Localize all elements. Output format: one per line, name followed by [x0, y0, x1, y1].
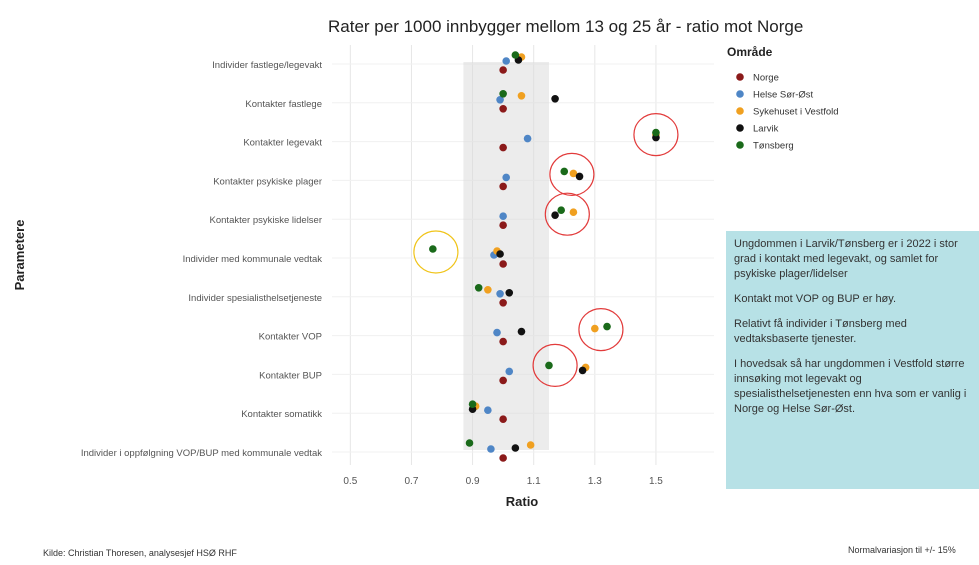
data-point	[569, 169, 578, 178]
data-point	[499, 90, 507, 98]
highlight-circles	[413, 113, 679, 387]
legend-swatch	[736, 73, 744, 81]
y-axis-title: Parametere	[12, 220, 27, 291]
data-point	[505, 367, 514, 376]
highlight-circle	[532, 343, 578, 387]
data-point	[545, 361, 553, 370]
data-point	[499, 182, 507, 191]
highlight-circle	[544, 192, 590, 236]
x-tick-label: 0.7	[405, 476, 419, 487]
data-point	[591, 324, 599, 333]
data-point	[517, 92, 526, 100]
commentary-paragraph: I hovedsak så har ungdommen i Vestfold s…	[734, 358, 967, 415]
data-point	[502, 173, 510, 182]
legend-swatch	[736, 90, 744, 98]
data-point	[499, 454, 507, 462]
data-point	[474, 284, 483, 292]
legend-label: Norge	[753, 73, 779, 84]
highlight-circle	[549, 152, 595, 196]
highlight-circle	[633, 113, 679, 157]
data-point	[429, 245, 437, 253]
legend-label: Helse Sør-Øst	[753, 90, 814, 101]
y-tick-labels: Individer fastlege/legevakt Kontakter fas…	[81, 60, 323, 459]
data-point	[652, 128, 660, 137]
y-tick-label: Kontakter fastlege	[245, 99, 322, 110]
data-point	[511, 444, 520, 452]
data-point	[499, 260, 507, 268]
legend-swatch	[736, 107, 744, 115]
data-point	[526, 441, 535, 449]
commentary-box: Ungdommen i Larvik/Tønsberg er i 2022 i …	[726, 231, 979, 489]
highlight-circle	[578, 308, 624, 352]
data-points	[429, 51, 660, 462]
data-point	[493, 328, 501, 337]
data-point	[603, 322, 611, 331]
commentary-paragraph: Ungdommen i Larvik/Tønsberg er i 2022 i …	[734, 238, 958, 280]
source-credit: Kilde: Christian Thoresen, analysesjef H…	[43, 548, 237, 558]
legend-swatch	[736, 124, 744, 132]
legend-label: Larvik	[753, 124, 779, 135]
legend-title: Område	[727, 45, 773, 59]
data-point	[499, 376, 507, 385]
data-point	[496, 96, 504, 104]
commentary-paragraph: Kontakt mot VOP og BUP er høy.	[734, 293, 897, 305]
y-tick-label: Kontakter psykiske lidelser	[210, 215, 322, 226]
data-point	[499, 415, 507, 424]
commentary-paragraph: Relativt få individer i Tønsberg med ved…	[734, 318, 907, 345]
legend-label: Tønsberg	[753, 141, 794, 152]
data-point	[487, 445, 495, 453]
data-point	[499, 66, 507, 74]
y-tick-label: Individer i oppfølgning VOP/BUP med komm…	[81, 448, 322, 459]
data-point	[560, 167, 569, 176]
data-point	[511, 51, 520, 59]
y-tick-label: Kontakter somatikk	[241, 409, 322, 420]
data-point	[505, 289, 514, 297]
x-tick-label: 1.5	[649, 476, 663, 487]
legend-swatch	[736, 141, 744, 149]
y-tick-label: Kontakter psykiske plager	[213, 176, 322, 187]
data-point	[499, 212, 507, 220]
data-point	[575, 172, 584, 181]
data-point	[502, 57, 510, 65]
normal-variation-note: Normalvariasjon til +/- 15%	[848, 545, 956, 555]
data-point	[499, 221, 507, 229]
normal-band	[463, 62, 549, 450]
data-point	[499, 105, 507, 113]
x-axis-title: Ratio	[506, 494, 539, 509]
x-tick-labels: 0.5 0.7 0.9 1.1 1.3 1.5	[343, 476, 663, 487]
y-tick-label: Individer med kommunale vedtak	[183, 254, 323, 265]
data-point	[484, 286, 492, 294]
data-point	[496, 290, 504, 298]
data-point	[499, 143, 507, 152]
highlight-circle	[413, 230, 459, 274]
y-tick-label: Kontakter legevakt	[243, 138, 322, 149]
data-point	[517, 327, 526, 336]
data-point	[557, 206, 565, 214]
data-point	[523, 134, 532, 143]
y-tick-label: Individer fastlege/legevakt	[212, 60, 322, 71]
data-point	[499, 299, 507, 307]
data-point	[499, 337, 507, 346]
data-point	[484, 406, 492, 415]
data-point	[465, 439, 474, 447]
x-tick-label: 1.3	[588, 476, 602, 487]
data-point	[578, 366, 587, 375]
y-tick-label: Kontakter VOP	[259, 332, 322, 343]
x-tick-label: 0.9	[466, 476, 480, 487]
data-point	[551, 95, 559, 103]
data-point	[468, 400, 477, 409]
x-tick-label: 1.1	[527, 476, 541, 487]
data-point	[496, 250, 504, 258]
x-tick-label: 0.5	[343, 476, 357, 487]
y-tick-label: Individer spesialisthelsetjeneste	[188, 293, 322, 304]
legend-label: Sykehuset i Vestfold	[753, 107, 839, 118]
chart-title: Rater per 1000 innbygger mellom 13 og 25…	[328, 17, 803, 36]
data-point	[551, 211, 559, 219]
y-tick-label: Kontakter BUP	[259, 370, 322, 381]
legend: Område Norge Helse Sør-Øst Sykehuset i Ves…	[727, 45, 839, 152]
data-point	[569, 208, 578, 216]
